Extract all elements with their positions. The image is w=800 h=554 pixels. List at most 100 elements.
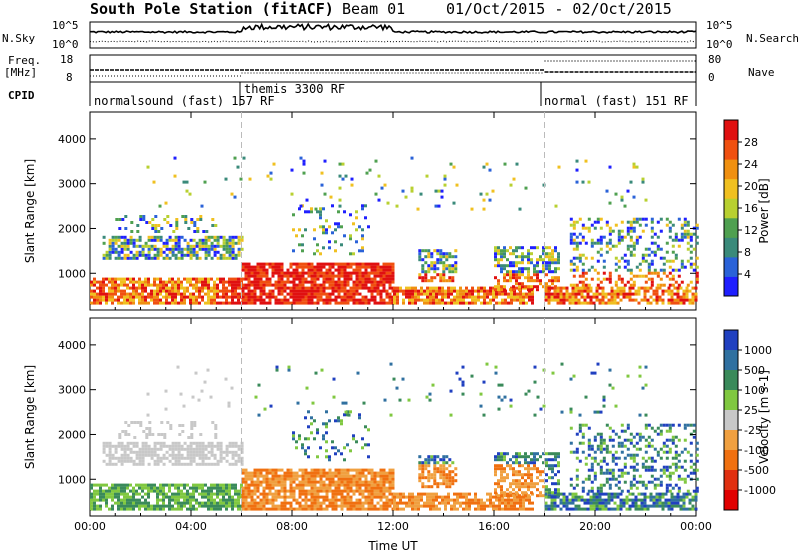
heatmap-cell [480, 286, 483, 290]
heatmap-cell [432, 492, 435, 496]
heatmap-cell [569, 483, 573, 487]
heatmap-cell [169, 427, 173, 430]
heatmap-cell [512, 285, 515, 289]
heatmap-cell [171, 289, 174, 293]
heatmap-cell [530, 261, 533, 265]
heatmap-cell [497, 261, 500, 265]
heatmap-cell [120, 247, 124, 251]
heatmap-cell [553, 286, 557, 290]
heatmap-cell [599, 226, 603, 230]
heatmap-cell [316, 243, 319, 247]
heatmap-cell [201, 462, 205, 466]
heatmap-cell [442, 467, 446, 471]
heatmap-cell [670, 507, 674, 511]
heatmap-cell [596, 489, 600, 493]
heatmap-cell [237, 492, 240, 496]
heatmap-cell [596, 220, 600, 224]
heatmap-cell [114, 492, 117, 496]
heatmap-cell [497, 246, 500, 250]
heatmap-cell [468, 292, 471, 296]
heatmap-cell [350, 177, 354, 181]
heatmap-cell [685, 492, 689, 496]
heatmap-cell [382, 489, 386, 493]
heatmap-cell [399, 289, 402, 293]
heatmap-cell [608, 280, 612, 284]
heatmap-cell [114, 241, 118, 245]
heatmap-cell [241, 501, 245, 505]
heatmap-cell [374, 159, 378, 163]
heatmap-cell [424, 458, 428, 462]
heatmap-cell [620, 444, 624, 448]
heatmap-cell [662, 283, 666, 287]
heatmap-cell [447, 292, 450, 296]
heatmap-cell [99, 295, 102, 299]
heatmap-cell [313, 495, 317, 499]
heatmap-cell [148, 221, 152, 224]
heatmap-cell [589, 289, 593, 293]
heatmap-cell [171, 492, 174, 496]
heatmap-cell [187, 436, 191, 439]
heatmap-cell [553, 292, 557, 296]
heatmap-cell [625, 498, 629, 502]
heatmap-cell [259, 271, 263, 275]
heatmap-cell [225, 450, 229, 454]
heatmap-cell [527, 279, 530, 283]
heatmap-cell [694, 495, 698, 499]
heatmap-cell [608, 241, 612, 245]
heatmap-cell [289, 301, 293, 305]
heatmap-cell [518, 267, 521, 271]
heatmap-cell [165, 295, 168, 299]
heatmap-cell [307, 474, 311, 478]
heatmap-cell [396, 295, 399, 299]
heatmap-cell [236, 165, 240, 169]
heatmap-cell [480, 289, 483, 293]
heatmap-cell [689, 265, 693, 269]
heatmap-cell [545, 255, 548, 259]
heatmap-cell [551, 261, 554, 265]
heatmap-cell [286, 507, 290, 511]
heatmap-cell [569, 477, 573, 481]
heatmap-cell [108, 459, 112, 463]
heatmap-cell [444, 495, 447, 499]
heatmap-cell [201, 444, 205, 448]
heatmap-cell [459, 289, 462, 293]
heatmap-cell [355, 489, 359, 493]
heatmap-cell [439, 458, 443, 462]
heatmap-cell [148, 430, 152, 433]
heatmap-cell [373, 274, 377, 278]
heatmap-cell [622, 286, 626, 290]
heatmap-cell [411, 507, 414, 511]
heatmap-cell [153, 459, 157, 463]
heatmap-cell [497, 482, 500, 486]
heatmap-cell [132, 286, 135, 290]
heatmap-cell [198, 504, 201, 508]
heatmap-cell [683, 220, 687, 224]
heatmap-cell [349, 237, 352, 241]
heatmap-cell [256, 501, 260, 505]
heatmap-cell [589, 507, 593, 511]
heatmap-cell [396, 507, 399, 511]
heatmap-cell [536, 279, 539, 283]
heatmap-cell [424, 261, 428, 265]
heatmap-cell [117, 498, 120, 502]
heatmap-cell [307, 298, 311, 302]
heatmap-cell [557, 461, 560, 465]
heatmap-cell [483, 301, 486, 305]
heatmap-cell [364, 277, 368, 281]
heatmap-cell [343, 289, 347, 293]
heatmap-cell [679, 495, 683, 499]
heatmap-cell [689, 235, 693, 239]
heatmap-cell [210, 289, 213, 293]
heatmap-cell [445, 482, 449, 486]
heatmap-cell [596, 241, 600, 245]
heatmap-cell [515, 246, 518, 250]
heatmap-cell [280, 495, 284, 499]
heatmap-cell [328, 501, 332, 505]
heatmap-cell [453, 298, 456, 302]
heatmap-cell [650, 220, 654, 224]
heatmap-cell [620, 468, 624, 472]
heatmap-cell [120, 447, 124, 451]
heatmap-cell [545, 261, 548, 265]
heatmap-cell [159, 456, 163, 460]
heatmap-cell [120, 444, 124, 448]
